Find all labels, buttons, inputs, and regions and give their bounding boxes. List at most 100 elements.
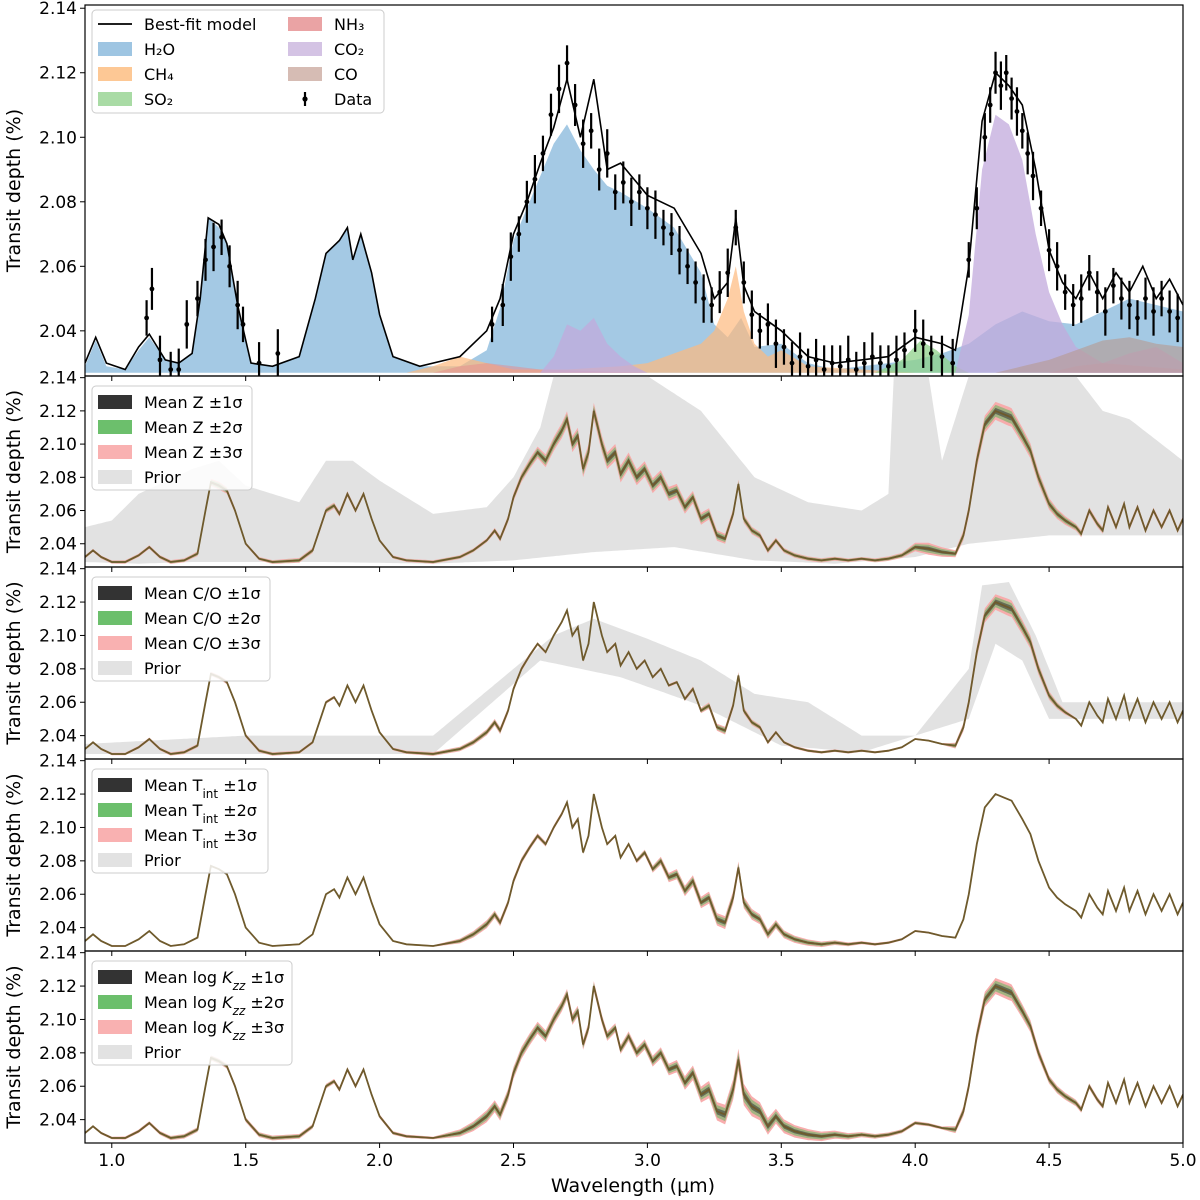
mean-line	[85, 985, 1183, 1139]
prior-band	[85, 582, 1183, 754]
legend-marker	[288, 67, 322, 81]
x-tick-label: 1.0	[98, 1151, 125, 1171]
panel-species	[85, 45, 1183, 376]
data-point	[195, 296, 200, 301]
data-point	[157, 357, 163, 363]
y-tick-label: 2.04	[39, 919, 77, 939]
x-tick-label: 3.5	[768, 1151, 795, 1171]
data-point	[644, 205, 650, 211]
y-tick-label: 2.12	[39, 977, 77, 997]
legend-marker	[98, 42, 132, 56]
legend-marker	[98, 470, 132, 484]
y-tick-label: 2.04	[39, 322, 77, 342]
data-point	[1019, 128, 1025, 134]
data-point	[588, 128, 594, 134]
data-point	[516, 231, 522, 237]
panel-C/O	[85, 582, 1183, 756]
mean-line	[85, 793, 1183, 947]
data-point	[636, 189, 642, 195]
legend-label: Mean C/O ±1σ	[144, 584, 261, 603]
legend-label: Mean Z ±2σ	[144, 418, 242, 437]
legend-marker	[98, 67, 132, 81]
y-axis-label: Transit depth (%)	[3, 773, 25, 937]
x-tick-label: 2.5	[500, 1151, 527, 1171]
data-point	[845, 357, 851, 363]
y-tick-label: 2.06	[39, 885, 77, 905]
legend-label: SO₂	[144, 90, 173, 109]
x-tick-label: 4.5	[1036, 1151, 1063, 1171]
axes-species: 2.04 2.06 2.08 2.10 2.12 2.14 Transit depth (%…	[3, 0, 1184, 381]
data-point	[789, 360, 795, 366]
legend-species: Best-fit model H₂O CH₄ SO₂ NH₃ CO₂ CO Data	[91, 9, 385, 114]
y-tick-label: 2.12	[39, 593, 77, 613]
legend-label: CO₂	[334, 40, 364, 59]
legend-C/O: Mean C/O ±1σ Mean C/O ±2σ Mean C/O ±3σ Prio…	[91, 576, 271, 682]
data-point	[211, 244, 216, 250]
data-point	[837, 363, 843, 369]
legend-label: Mean C/O ±2σ	[144, 609, 261, 628]
data-point	[1102, 309, 1108, 314]
data-point	[1094, 289, 1100, 295]
mean-line	[85, 409, 1183, 563]
data-point	[869, 354, 875, 360]
legend-label: Prior	[144, 1043, 181, 1062]
data-point	[580, 141, 586, 147]
data-point	[532, 176, 538, 182]
data-point	[540, 151, 546, 156]
y-axis-label: Transit depth (%)	[3, 965, 25, 1129]
y-tick-label: 2.08	[39, 193, 77, 213]
legend-marker	[98, 803, 132, 817]
legend-label: Prior	[144, 851, 181, 870]
data-point	[1046, 247, 1052, 253]
data-point	[805, 363, 811, 369]
legend-marker	[98, 828, 132, 842]
legend-box	[91, 576, 271, 682]
legend-kzz: K	[222, 968, 234, 987]
legend-sigma: ±2σ	[245, 993, 284, 1012]
legend-marker	[98, 636, 132, 650]
species-area	[995, 337, 1183, 373]
species-area	[85, 124, 1183, 373]
data-point	[1030, 173, 1036, 179]
data-point	[701, 296, 707, 301]
data-point	[1038, 205, 1044, 211]
legend-subscript: zz	[232, 979, 246, 993]
data-point	[693, 280, 698, 285]
y-tick-label: 2.08	[39, 468, 77, 488]
panel-log Kzz	[85, 978, 1183, 1142]
data-point	[1110, 283, 1116, 289]
data-point	[950, 360, 956, 366]
legend-label: Data	[334, 90, 372, 109]
data-point	[1143, 296, 1148, 301]
legend-marker	[98, 853, 132, 867]
data-point	[749, 312, 755, 318]
y-tick-label: 2.08	[39, 660, 77, 680]
data-point	[1062, 289, 1068, 295]
data-point	[1127, 302, 1132, 308]
data-point	[741, 280, 747, 285]
legend-box	[91, 9, 385, 114]
data-point	[765, 321, 771, 327]
y-tick-label: 2.06	[39, 693, 77, 713]
data-point	[500, 302, 506, 308]
legend-marker	[98, 586, 132, 600]
data-point	[1151, 309, 1156, 314]
species-area	[875, 340, 969, 373]
data-point	[564, 60, 570, 66]
legend-sigma: ±3σ	[218, 826, 257, 845]
legend-subscript: int	[202, 787, 218, 801]
panel-Z	[85, 376, 1183, 564]
data-point	[685, 263, 690, 269]
data-point	[717, 289, 723, 295]
data-point	[661, 225, 666, 231]
legend-label: CO	[334, 65, 358, 84]
data-point	[548, 112, 554, 118]
data-point	[176, 367, 182, 372]
data-point	[821, 367, 827, 372]
y-tick-label: 2.14	[39, 944, 77, 964]
data-point	[556, 86, 562, 92]
panel-frame	[84, 950, 1184, 1144]
legend-label: CH₄	[144, 65, 174, 84]
data-point	[149, 286, 155, 292]
